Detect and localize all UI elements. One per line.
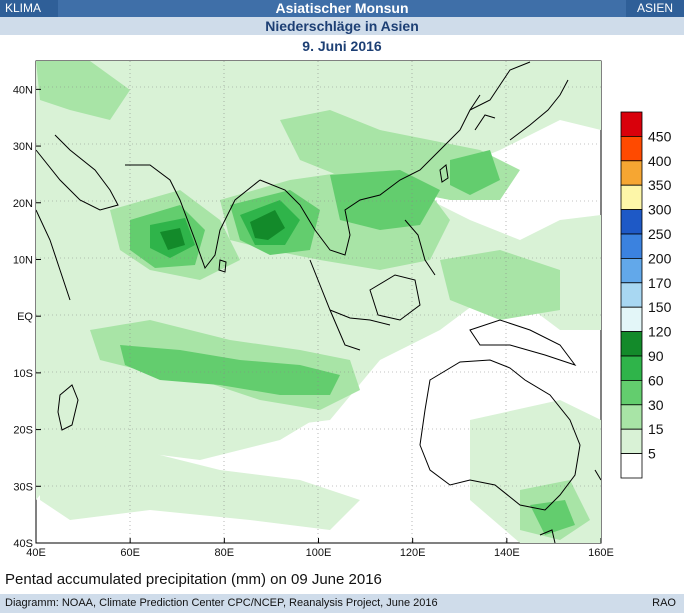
- page-subtitle: Niederschläge in Asien: [0, 17, 684, 35]
- legend-swatch: [620, 282, 643, 308]
- footer-bar: Diagramm: NOAA, Climate Prediction Cente…: [0, 594, 684, 613]
- y-tick-label: 30N: [13, 141, 33, 153]
- y-tick-label: 10S: [13, 368, 33, 380]
- y-tick-label: 10N: [13, 254, 33, 266]
- legend-swatch: [620, 184, 643, 210]
- legend-label: 250: [648, 226, 672, 242]
- legend-label: 15: [648, 421, 664, 437]
- x-tick-label: 120E: [400, 547, 426, 559]
- legend-label: 30: [648, 397, 664, 413]
- precipitation-map: 40E 60E 80E 100E 120E 140E 160E 40N 30N 20N 10N EQ…: [13, 60, 672, 559]
- legend-label: 60: [648, 372, 664, 388]
- legend-label: 120: [648, 324, 672, 340]
- legend-swatch: [620, 160, 643, 186]
- coastlines: [35, 61, 602, 544]
- x-tick-label: 160E: [588, 547, 614, 559]
- y-tick-label: 20S: [13, 425, 33, 437]
- legend-label: 90: [648, 348, 664, 364]
- asien-tag[interactable]: ASIEN: [626, 0, 684, 17]
- legend-swatch: [620, 135, 643, 162]
- y-tick-label: 40S: [13, 538, 33, 550]
- legend-swatch: [620, 257, 643, 284]
- y-tick-label: EQ: [17, 311, 33, 323]
- map-caption: Pentad accumulated precipitation (mm) on…: [5, 571, 382, 588]
- y-tick-label: 40N: [13, 84, 33, 96]
- legend-label: 200: [648, 250, 672, 266]
- x-tick-label: 60E: [120, 547, 140, 559]
- map-date: 9. Juni 2016: [302, 38, 382, 54]
- legend-swatch: [620, 428, 643, 455]
- x-tick-label: 100E: [306, 547, 332, 559]
- x-axis: 40E 60E 80E 100E 120E 140E 160E: [26, 538, 614, 559]
- x-tick-label: 140E: [494, 547, 520, 559]
- x-tick-label: 80E: [215, 547, 235, 559]
- legend-label: 350: [648, 177, 672, 193]
- precip-legend: 450 400 350 300 250 200 170 150 120 90 60 30 15 5: [620, 111, 672, 479]
- x-tick-label: 40E: [26, 547, 46, 559]
- legend-swatch: [620, 379, 643, 406]
- klima-tag[interactable]: KLIMA: [0, 0, 58, 17]
- y-tick-label: 30S: [13, 481, 33, 493]
- legend-label: 150: [648, 299, 672, 315]
- legend-swatch: [620, 355, 643, 381]
- legend-label: 450: [648, 128, 672, 144]
- y-axis: 40N 30N 20N 10N EQ 10S 20S 30S 40S: [13, 84, 41, 550]
- legend-label: 170: [648, 275, 672, 291]
- legend-swatch: [620, 209, 643, 235]
- map-grid: [36, 61, 601, 543]
- legend-swatch: [620, 233, 643, 259]
- author-code: RAO: [652, 597, 676, 609]
- legend-swatch: [620, 453, 643, 479]
- legend-swatch: [620, 111, 643, 137]
- legend-label: 400: [648, 153, 672, 169]
- page-title: Asiatischer Monsun: [275, 0, 409, 16]
- legend-label: 5: [648, 446, 656, 462]
- source-credit: Diagramm: NOAA, Climate Prediction Cente…: [5, 597, 438, 609]
- legend-swatch: [620, 404, 643, 430]
- y-tick-label: 20N: [13, 198, 33, 210]
- header-bar: KLIMA Asiatischer Monsun ASIEN: [0, 0, 684, 17]
- legend-swatch: [620, 306, 643, 333]
- legend-swatch: [620, 331, 643, 357]
- legend-label: 300: [648, 202, 672, 218]
